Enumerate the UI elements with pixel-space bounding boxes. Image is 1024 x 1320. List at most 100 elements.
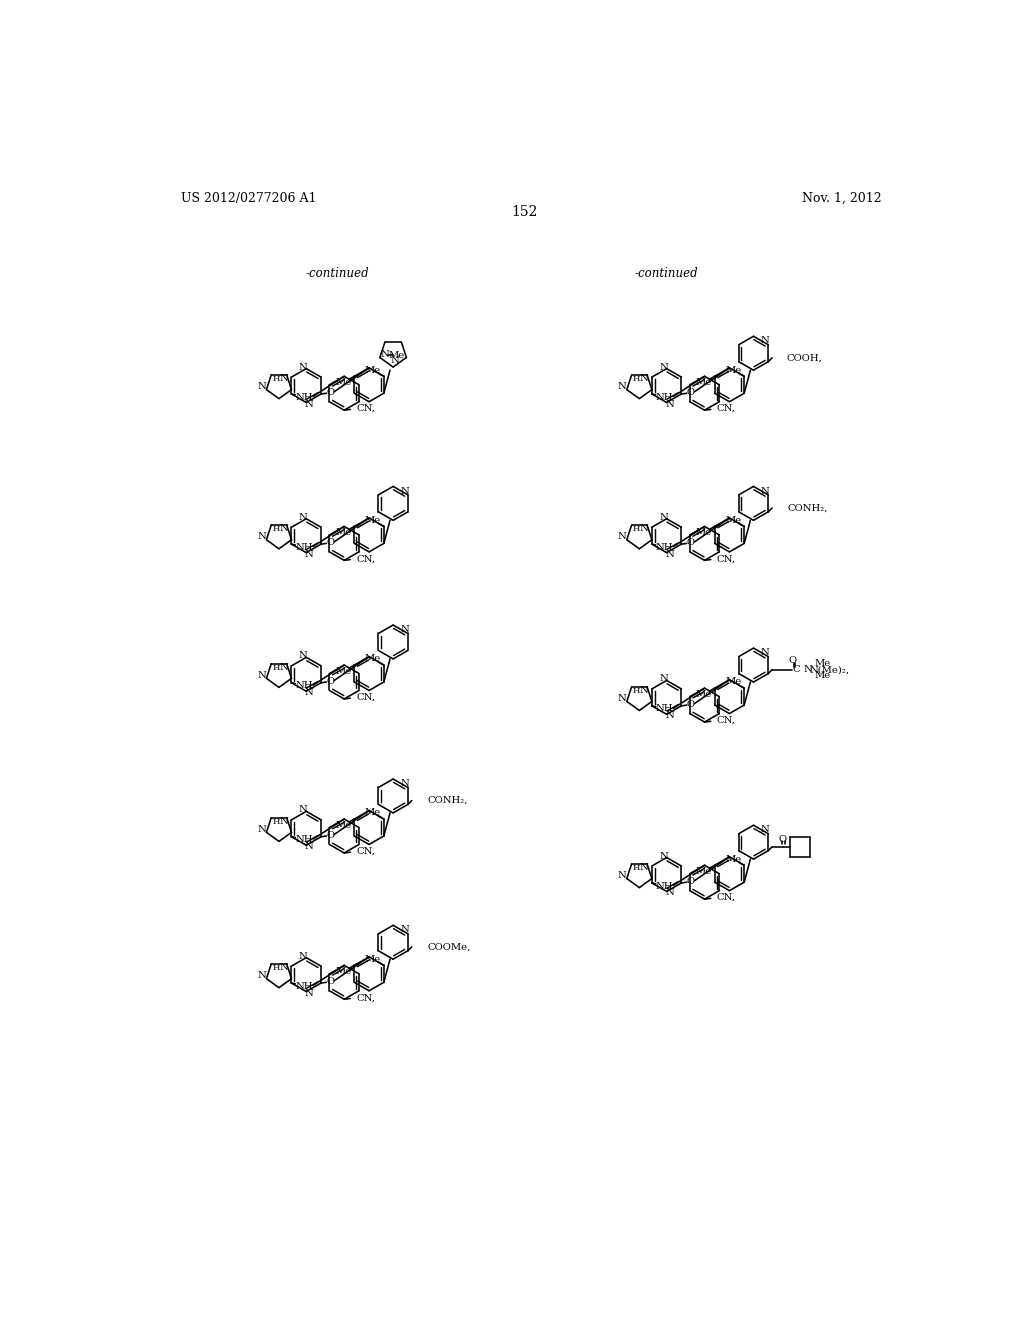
Text: CN,: CN, [356,847,376,855]
Text: CN,: CN, [717,894,736,902]
Text: N: N [400,925,410,935]
Text: N: N [280,964,288,973]
Text: Me: Me [335,821,351,830]
Text: CN,: CN, [717,554,736,564]
Text: CN,: CN, [356,693,376,702]
Text: US 2012/0277206 A1: US 2012/0277206 A1 [180,191,316,205]
Text: N: N [659,675,668,684]
Text: N: N [257,532,266,541]
Text: Me: Me [695,690,712,698]
Text: N: N [400,626,410,634]
Text: Me: Me [365,954,381,964]
Text: O: O [327,830,335,840]
Text: Me: Me [365,655,381,664]
Text: N: N [617,694,627,702]
Text: N: N [400,779,410,788]
Text: N: N [299,805,307,814]
Text: CN,: CN, [717,715,736,725]
Text: N: N [299,651,307,660]
Text: Me: Me [335,528,351,537]
Text: O: O [687,876,694,886]
Text: NH: NH [655,392,673,401]
Text: Me: Me [365,516,381,525]
Text: CONH₂,: CONH₂, [427,796,468,805]
Text: N: N [617,871,627,880]
Text: N: N [659,512,668,521]
Text: N: N [666,549,674,558]
Text: N: N [257,825,266,834]
Text: Me: Me [335,378,351,387]
Text: Me: Me [695,528,712,537]
Text: N: N [280,375,288,383]
Text: NH: NH [295,681,312,690]
Text: C: C [793,665,800,675]
Text: Me: Me [814,659,830,668]
Text: N: N [305,549,313,558]
Text: -continued: -continued [305,268,369,280]
Text: N: N [761,487,770,495]
Text: -continued: -continued [635,268,698,280]
Text: N: N [659,363,668,371]
Text: COOMe,: COOMe, [427,942,471,952]
Text: 152: 152 [512,206,538,219]
Text: N: N [280,663,288,672]
Text: N: N [617,381,627,391]
Text: Me: Me [695,867,712,876]
Text: N(Me)₂,: N(Me)₂, [809,665,850,675]
Text: N: N [257,381,266,391]
Text: NH: NH [655,705,673,713]
Text: COOH,: COOH, [786,354,822,362]
Text: H: H [633,686,640,694]
Text: N: N [640,524,648,533]
Text: N: N [666,400,674,408]
Text: Me: Me [725,854,741,863]
Text: Me: Me [725,677,741,686]
Text: N: N [380,350,389,359]
Text: O: O [327,977,335,986]
Text: NH: NH [295,836,312,845]
Text: H: H [633,863,640,871]
Text: N: N [617,532,627,541]
Text: CN,: CN, [356,993,376,1002]
Text: N: N [761,648,770,657]
Text: Me: Me [814,672,830,680]
Text: Me: Me [335,667,351,676]
Text: N: N [659,851,668,861]
Text: N: N [761,337,770,346]
Text: CN,: CN, [356,554,376,564]
Text: CN,: CN, [717,404,736,413]
Text: N: N [400,487,410,495]
Text: N: N [257,972,266,979]
Text: N: N [305,688,313,697]
Text: O: O [687,700,694,709]
Text: N: N [257,671,266,680]
Text: H: H [272,525,280,533]
Text: CN,: CN, [356,404,376,413]
Text: O: O [327,539,335,546]
Text: O: O [327,677,335,685]
Text: Me: Me [365,366,381,375]
Text: H: H [272,664,280,672]
Text: NH: NH [655,543,673,552]
Text: NH: NH [295,392,312,401]
Text: Me: Me [365,808,381,817]
Text: N: N [640,375,648,383]
Text: Me: Me [335,968,351,975]
Text: O: O [687,539,694,546]
Text: N: N [803,665,812,675]
Text: NH: NH [655,882,673,891]
Text: N: N [299,363,307,371]
Text: NH: NH [295,543,312,552]
Text: N: N [299,512,307,521]
Text: H: H [633,525,640,533]
Text: N: N [305,989,313,998]
Text: N: N [666,888,674,898]
Text: N: N [666,711,674,721]
Text: N: N [280,524,288,533]
Text: Me: Me [725,366,741,375]
Text: CONH₂,: CONH₂, [787,503,828,512]
Text: N: N [761,825,770,834]
Text: NH: NH [295,982,312,990]
Text: O: O [327,388,335,397]
Text: N: N [280,817,288,826]
